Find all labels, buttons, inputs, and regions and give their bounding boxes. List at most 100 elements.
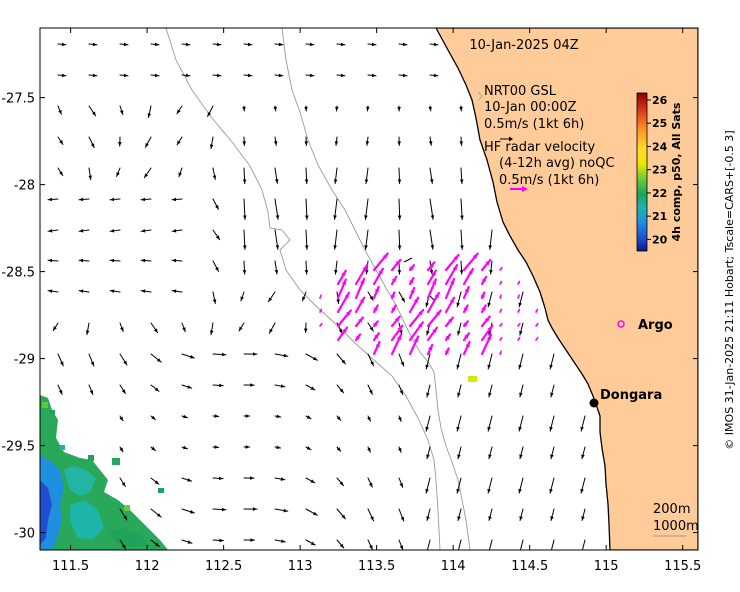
arrow-head xyxy=(274,269,279,275)
arrow-head xyxy=(368,482,373,488)
depth-label-1000m: 1000m xyxy=(653,519,699,534)
arrow-head xyxy=(305,215,309,220)
arrow-head xyxy=(252,507,257,511)
arrow-head xyxy=(336,447,341,452)
arrow-head xyxy=(456,302,460,307)
arrow-head xyxy=(399,482,403,488)
lon-tick-label: 114.5 xyxy=(511,559,548,574)
arrow-head xyxy=(459,141,464,146)
arrow-head xyxy=(481,305,486,311)
arrow-head xyxy=(92,42,97,47)
place-markers: Argo Dongara xyxy=(589,318,673,408)
arrow-head xyxy=(247,73,252,78)
arrow-head xyxy=(550,392,554,397)
radar-scale: 0.5m/s (1kt 6h) xyxy=(499,173,599,188)
arrow-head xyxy=(304,270,309,275)
arrow-head xyxy=(364,245,368,250)
arrow-head xyxy=(390,292,395,298)
lat-tick-label: -28.5 xyxy=(1,266,35,281)
arrow-head xyxy=(369,326,374,332)
arrow-head xyxy=(518,488,522,494)
arrow-head xyxy=(153,328,158,333)
arrow-head xyxy=(58,109,62,115)
arrow-head xyxy=(53,326,57,331)
arrow-head xyxy=(517,323,520,327)
arrow-head xyxy=(58,389,63,395)
arrow-head xyxy=(59,140,63,145)
arrow-head xyxy=(156,358,162,363)
arrow-head xyxy=(90,143,95,148)
arrow-head xyxy=(283,353,288,358)
arrow-head xyxy=(459,270,464,275)
arrow-head xyxy=(373,305,378,311)
arrow-head xyxy=(499,267,502,271)
arrow-head xyxy=(61,42,66,47)
arrow-head xyxy=(397,447,402,453)
arrow-head xyxy=(364,215,368,220)
arrow-head xyxy=(303,328,308,333)
arrow-head xyxy=(172,229,177,233)
arrow-head xyxy=(333,245,337,250)
model-arrow-field xyxy=(47,42,586,555)
arrow-head xyxy=(481,276,487,283)
arrow-head xyxy=(517,295,520,298)
isobath-200m xyxy=(281,28,471,550)
arrow-head xyxy=(141,258,146,263)
arrow-head xyxy=(487,488,491,494)
arrow-head xyxy=(472,253,478,259)
arrow-head xyxy=(428,345,433,351)
arrow-head xyxy=(214,414,219,418)
arrow-head xyxy=(453,255,459,261)
arrow-head xyxy=(341,514,346,519)
arrow-head xyxy=(302,296,306,301)
arrow-head xyxy=(452,265,458,271)
arrow-head xyxy=(435,310,441,316)
arrow-head xyxy=(178,172,182,177)
arrow-head xyxy=(121,389,126,394)
arrow-head xyxy=(61,73,66,78)
arrow-head xyxy=(59,171,63,176)
arrow-head xyxy=(141,229,146,233)
arrow-head xyxy=(397,270,402,275)
arrow-head xyxy=(359,297,365,304)
arrow-head xyxy=(391,276,397,283)
arrow-head xyxy=(110,197,115,202)
lat-tick-label: -27.5 xyxy=(1,92,35,107)
arrow-head xyxy=(499,323,502,327)
arrow-head xyxy=(339,481,344,486)
arrow-head xyxy=(580,551,583,555)
arrow-head xyxy=(549,426,553,432)
arrow-head xyxy=(309,42,314,47)
arrow-head xyxy=(550,516,554,521)
arrow-head xyxy=(517,309,520,313)
arrow-head xyxy=(190,510,195,514)
arrow-head xyxy=(370,361,374,366)
arrow-head xyxy=(358,317,364,323)
arrow-head xyxy=(48,229,53,233)
arrow-head xyxy=(468,268,473,275)
arrow-head xyxy=(429,262,435,268)
arrow-head xyxy=(374,286,379,293)
arrow-head xyxy=(215,267,219,272)
arrow-head xyxy=(310,479,315,483)
arrow-head xyxy=(48,258,53,263)
arrow-head xyxy=(431,270,436,277)
arrow-head xyxy=(304,106,308,112)
arrow-head xyxy=(425,426,429,432)
arrow-head xyxy=(119,447,124,452)
arrow-head xyxy=(339,543,344,549)
arrow-head xyxy=(123,360,127,365)
arrow-head xyxy=(242,141,247,146)
current-arrow xyxy=(519,539,524,550)
lat-tick-label: -30 xyxy=(14,527,35,542)
arrow-head xyxy=(110,289,115,293)
longitude-axis: 111.5 112 112.5 113 113.5 114 114.5 115 115.5 xyxy=(52,28,701,574)
islet xyxy=(403,257,413,263)
arrow-head xyxy=(119,110,124,115)
arrow-head xyxy=(535,323,538,327)
arrow-head xyxy=(580,488,584,494)
arrow-head xyxy=(457,392,461,397)
arrow-head xyxy=(487,551,490,555)
lon-tick-label: 112.5 xyxy=(205,559,242,574)
lat-tick-label: -28 xyxy=(14,179,35,194)
